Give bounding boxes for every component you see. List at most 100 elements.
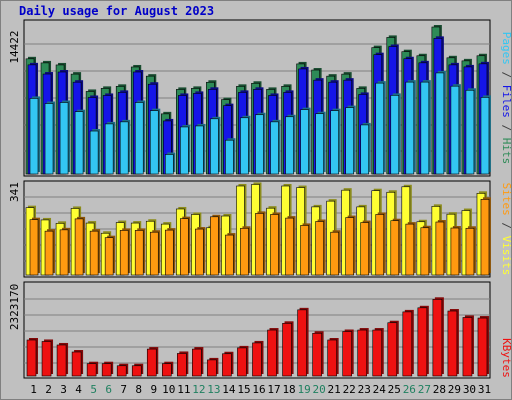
day-label: 2 [45, 383, 52, 396]
kbytes-bar [462, 317, 473, 377]
sites-bar [180, 218, 189, 276]
pages-bar [149, 110, 159, 175]
kbytes-bar [402, 311, 413, 377]
sites-bar [465, 227, 475, 276]
pages-bar [450, 85, 460, 175]
sites-bar [435, 221, 445, 276]
sites-bar [345, 217, 354, 276]
pages-bar [29, 98, 39, 175]
sites-bar [405, 223, 415, 276]
sites-bar [270, 214, 279, 276]
kbytes-bar [372, 329, 383, 377]
legend-part: Visits [500, 236, 512, 276]
pages-bar [104, 123, 114, 175]
day-label: 25 [388, 383, 401, 396]
sites-bar [315, 221, 324, 276]
pages-bar [240, 117, 249, 175]
kbytes-bar [237, 347, 247, 377]
sites-bar [450, 227, 460, 276]
pages-bar [225, 139, 234, 175]
day-label: 11 [177, 383, 190, 396]
day-label: 29 [448, 383, 461, 396]
sites-bar [104, 237, 114, 276]
kbytes-bar [86, 363, 97, 377]
pages-bar [270, 121, 279, 175]
pages-bar [59, 102, 69, 175]
kbytes-bar [477, 317, 488, 377]
sites-bar [285, 217, 294, 276]
sites-bar [29, 219, 39, 276]
day-label: 9 [150, 383, 157, 396]
visits-panel-bars [25, 182, 491, 276]
kbytes-bar [207, 359, 217, 377]
day-label: 26 [403, 383, 416, 396]
sites-bar [330, 231, 339, 276]
hits-ymax-label: 14422 [8, 30, 21, 63]
day-label: 30 [463, 383, 476, 396]
kbytes-bar [26, 339, 37, 377]
kbytes-bar [252, 342, 262, 377]
day-label: 31 [478, 383, 491, 396]
kbytes-bar [41, 341, 52, 377]
day-label: 4 [75, 383, 82, 396]
chart-title: Daily usage for August 2023 [19, 4, 214, 18]
day-label: 12 [192, 383, 205, 396]
pages-bar [435, 72, 445, 175]
pages-bar [180, 126, 189, 175]
kbytes-bar [146, 348, 157, 377]
pages-bar [330, 110, 339, 175]
day-label: 14 [222, 383, 236, 396]
sites-bar [134, 230, 144, 276]
kbytes-bar [297, 309, 307, 377]
pages-bar [164, 154, 174, 175]
day-label: 5 [90, 383, 97, 396]
legend-part: Sites [500, 183, 512, 216]
sites-bar [119, 230, 129, 276]
kbytes-bar [56, 344, 67, 377]
day-label: 8 [135, 383, 142, 396]
sites-bar [240, 227, 249, 276]
day-label: 23 [358, 383, 371, 396]
sites-bar [210, 216, 219, 276]
kbytes-bar [161, 363, 172, 377]
day-label: 27 [418, 383, 431, 396]
day-label: 3 [60, 383, 67, 396]
sites-bar [300, 225, 309, 276]
legend-part: / [500, 65, 512, 85]
kbytes-bar [116, 365, 127, 377]
kbytes-axis-legend: KBytes [500, 338, 512, 378]
pages-bar [465, 89, 475, 175]
day-label: 22 [343, 383, 356, 396]
day-label: 21 [328, 383, 341, 396]
legend-part: Files [500, 85, 512, 118]
pages-bar [390, 95, 400, 175]
sites-bar [149, 231, 159, 276]
kbytes-bar [432, 299, 443, 377]
day-label: 13 [207, 383, 220, 396]
visits-axis-legend: Sites / Visits [500, 183, 512, 276]
kbytes-ymax-label: 2323170 [8, 284, 21, 330]
kbytes-bar [71, 351, 82, 377]
legend-part: KBytes [500, 338, 512, 378]
kbytes-bar [327, 339, 337, 377]
kbytes-panel-bars [26, 297, 489, 377]
sites-bar [360, 222, 370, 276]
kbytes-bar [222, 353, 232, 377]
day-label: 24 [373, 383, 387, 396]
kbytes-bar [267, 329, 277, 377]
day-label: 7 [120, 383, 127, 396]
day-label: 28 [433, 383, 446, 396]
pages-bar [255, 114, 264, 175]
sites-bar [255, 213, 264, 276]
legend-part: / [500, 118, 512, 138]
pages-bar [375, 82, 385, 175]
sites-bar [480, 199, 490, 276]
sites-bar [164, 229, 174, 276]
day-label: 17 [267, 383, 280, 396]
pages-bar [420, 81, 430, 175]
sites-bar [195, 228, 204, 276]
day-label: 1 [30, 383, 37, 396]
pages-bar [480, 97, 490, 175]
sites-bar [59, 229, 69, 276]
